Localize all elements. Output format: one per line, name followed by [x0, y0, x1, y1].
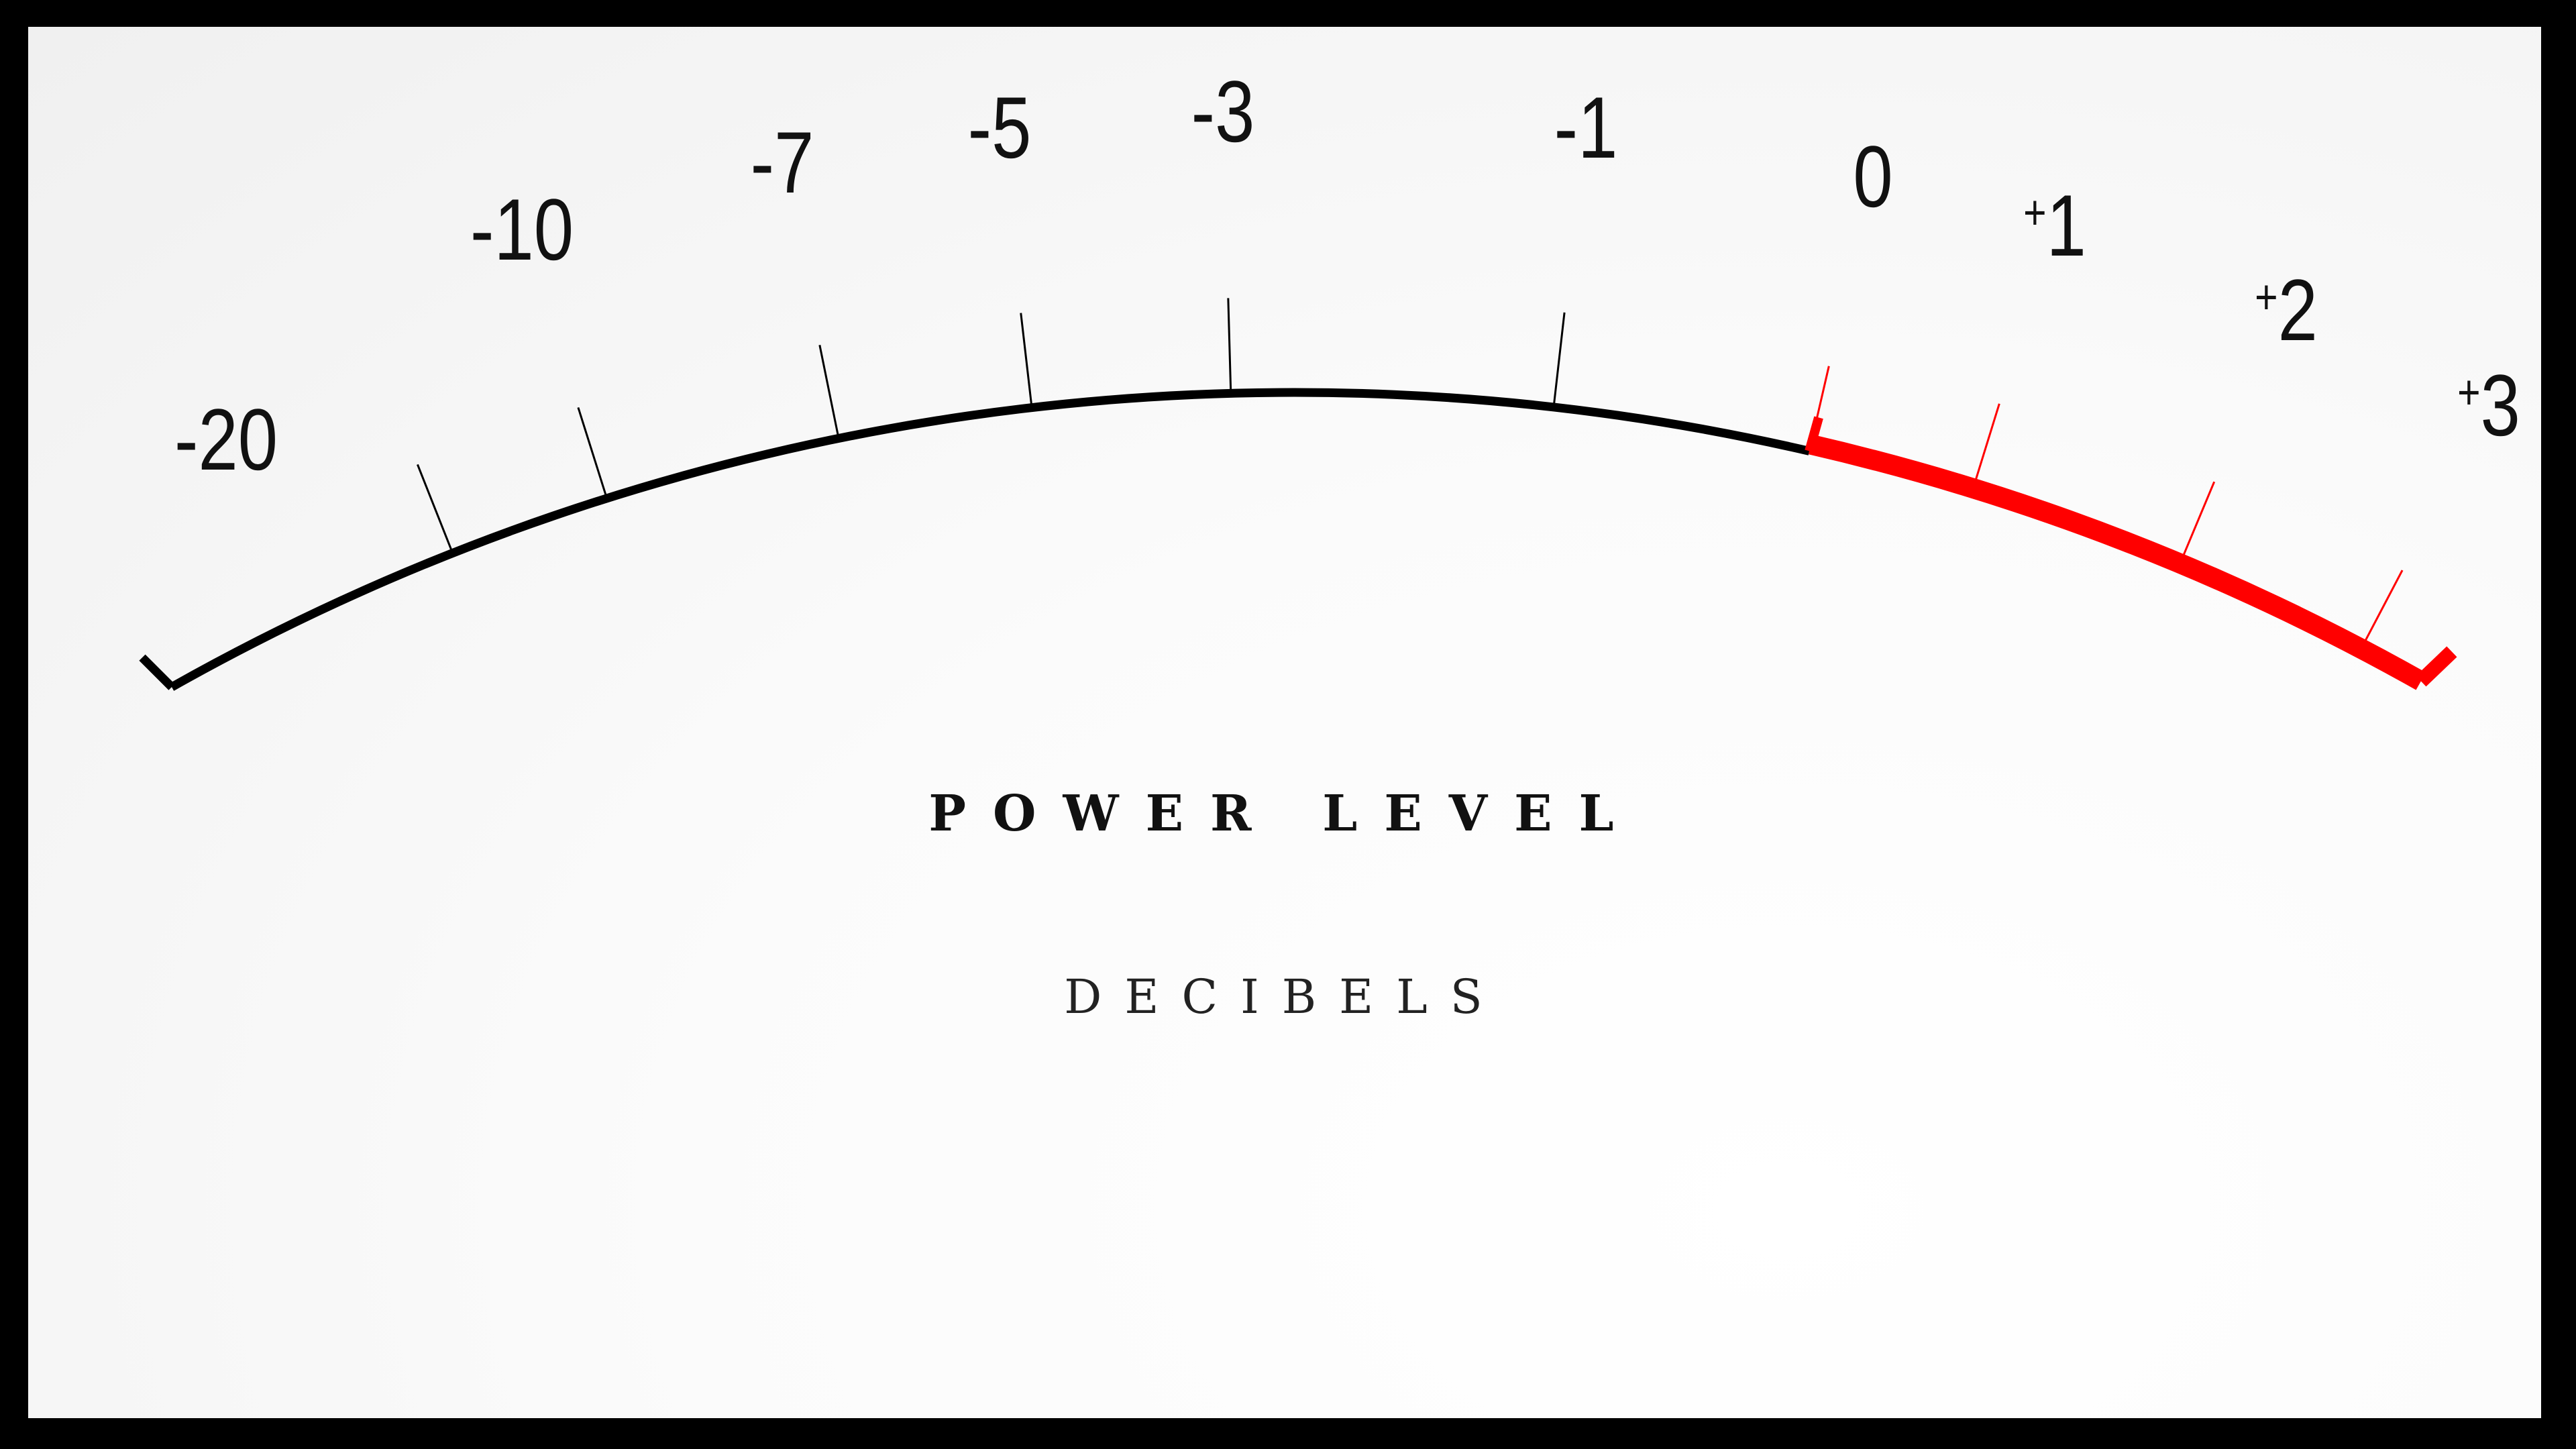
scale-tick — [1811, 366, 1830, 439]
scale-tick — [577, 407, 608, 499]
scale-label: -20 — [174, 390, 278, 489]
scale-label-sign: + — [2023, 186, 2047, 240]
scale-label: -10 — [470, 180, 574, 279]
scale-tick — [1020, 313, 1033, 408]
meter-subtitle: DECIBELS — [1064, 969, 1505, 1024]
scale-label: +3 — [2457, 362, 2520, 449]
scale-label: -7 — [751, 113, 814, 211]
scale-label: -1 — [1554, 78, 1617, 176]
scale-label: 0 — [1852, 127, 1893, 226]
scale-end-hook — [2416, 646, 2457, 687]
scale-label: -3 — [1191, 62, 1255, 161]
meter-face: -20 -10 -7 -5 -3 -1 0 +1 +2 +3 POWER LEVEL DECIBE… — [28, 27, 2541, 1418]
scale-label-number: 1 — [2046, 176, 2086, 275]
scale-tick — [1227, 298, 1232, 394]
scale-label: -5 — [967, 78, 1032, 177]
scale-tick — [818, 345, 840, 439]
scale-tick — [417, 464, 454, 554]
scale-label-sign: + — [2255, 270, 2278, 325]
scale-label: +2 — [2255, 266, 2318, 354]
meter-title: POWER LEVEL — [928, 785, 1641, 843]
scale-arc-overload — [1808, 435, 2426, 690]
scale-label: +1 — [2023, 182, 2086, 269]
scale-label-sign: + — [2457, 366, 2481, 420]
scale-label-number: 2 — [2277, 260, 2318, 359]
scale-tick — [2357, 570, 2404, 655]
scale-tick — [1552, 312, 1566, 408]
scale-tick — [1970, 403, 2000, 495]
meter-scale — [139, 298, 2457, 691]
scale-tick — [2176, 481, 2216, 570]
scale-start-hook — [139, 654, 175, 690]
scale-arc-normal — [169, 388, 1811, 691]
scale-label-number: 3 — [2480, 356, 2521, 454]
